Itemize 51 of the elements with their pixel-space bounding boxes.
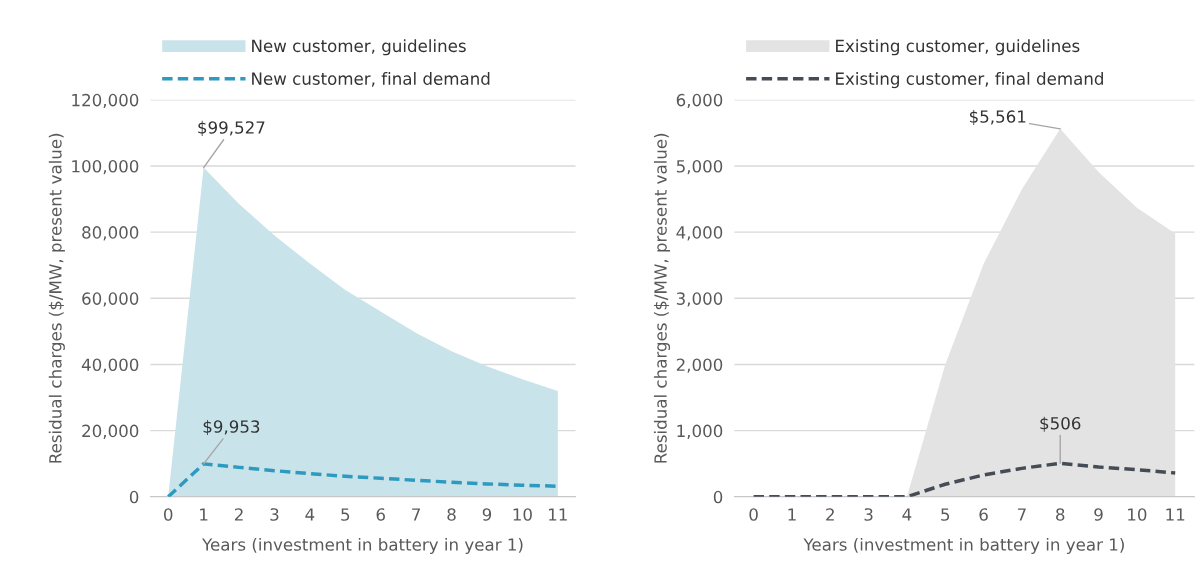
y-tick-label: 60,000 <box>82 292 139 307</box>
x-tick-label: 9 <box>1094 508 1103 521</box>
y-tick-label: 6,000 <box>676 93 723 109</box>
legend-label: New customer, guidelines <box>252 39 466 56</box>
x-tick-label: 2 <box>826 508 834 521</box>
x-tick-label: 1 <box>200 508 208 521</box>
x-tick-label: 4 <box>902 508 912 521</box>
y-tick-label: 120,000 <box>72 93 139 109</box>
annotation: $99,527 <box>198 120 265 136</box>
annotation: $5,561 <box>969 109 1026 126</box>
x-axis-title: Years (investment in battery in year 1) <box>803 537 1124 555</box>
line-series <box>751 461 1177 497</box>
x-tick-label: 10 <box>1128 508 1147 521</box>
annotation: $506 <box>1040 416 1081 432</box>
x-tick-label: 1 <box>788 508 796 521</box>
y-axis-title: Residual charges ($/MW, present value) <box>48 133 65 463</box>
y-axis-title: Residual charges ($/MW, present value) <box>653 133 671 463</box>
x-tick-label: 9 <box>482 508 492 521</box>
x-tick-label: 4 <box>305 508 315 521</box>
x-tick-label: 6 <box>376 508 385 521</box>
x-tick-label: 3 <box>864 508 873 521</box>
y-tick-label: 20,000 <box>82 424 139 439</box>
legend-label: Existing customer, guidelines <box>836 39 1080 56</box>
x-tick-label: 7 <box>1017 508 1026 521</box>
y-tick-label: 0 <box>129 490 139 504</box>
x-tick-label: 6 <box>979 508 988 521</box>
y-tick-label: 1,000 <box>677 424 723 439</box>
x-tick-label: 10 <box>513 508 532 521</box>
y-tick-label: 0 <box>713 490 723 504</box>
y-tick-label: 5,000 <box>676 159 723 175</box>
y-tick-label: 100,000 <box>72 159 139 175</box>
x-tick-label: 3 <box>270 508 279 521</box>
y-tick-label: 80,000 <box>82 226 139 241</box>
y-tick-label: 2,000 <box>676 358 723 373</box>
x-tick-label: 11 <box>1166 508 1185 521</box>
annotation: $9,953 <box>203 419 260 436</box>
x-tick-label: 11 <box>549 508 567 521</box>
x-tick-label: 2 <box>234 508 243 521</box>
legend-label: Existing customer, final demand <box>836 72 1103 89</box>
x-axis-title: Years (investment in battery in year 1) <box>202 537 523 555</box>
x-tick-label: 5 <box>341 508 350 521</box>
x-tick-label: 7 <box>412 508 421 521</box>
x-tick-label: 0 <box>749 508 758 521</box>
x-tick-label: 0 <box>164 508 173 521</box>
y-tick-label: 40,000 <box>81 358 139 373</box>
x-tick-label: 8 <box>1056 508 1065 521</box>
legend-label: New customer, final demand <box>252 72 490 87</box>
y-tick-label: 4,000 <box>676 226 723 241</box>
x-tick-label: 8 <box>447 508 456 521</box>
x-tick-label: 5 <box>941 508 950 521</box>
y-tick-label: 3,000 <box>676 292 723 307</box>
